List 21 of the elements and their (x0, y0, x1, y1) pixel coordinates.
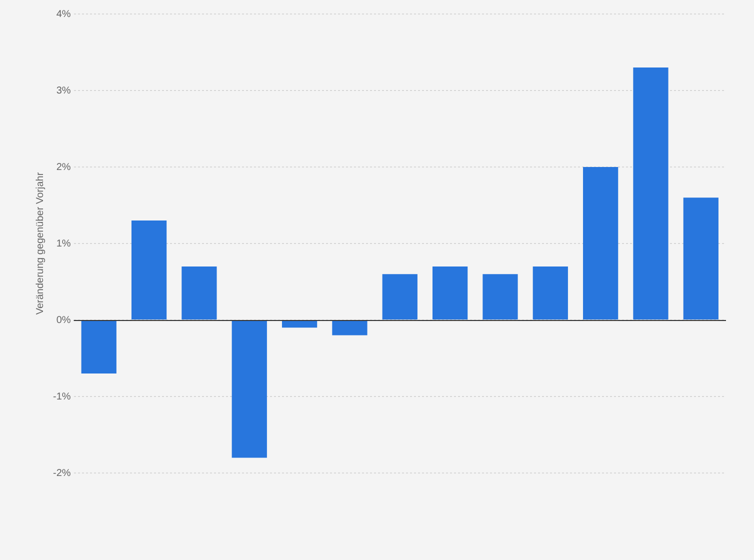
y-tick-label: 3% (56, 85, 71, 96)
bar (482, 274, 518, 320)
bar (182, 266, 217, 320)
y-tick-label: 4% (56, 8, 71, 20)
bar (232, 320, 267, 458)
y-axis-title: Veränderung gegenüber Vorjahr (34, 172, 46, 315)
bar (432, 266, 468, 320)
bar (532, 266, 568, 320)
bar (131, 220, 167, 320)
bar (81, 320, 116, 374)
y-tick-label: 0% (56, 314, 71, 326)
bar (382, 274, 418, 320)
bar (583, 167, 618, 320)
y-tick-label: -2% (52, 468, 71, 479)
bar (633, 68, 668, 320)
y-tick-label: 1% (56, 238, 71, 250)
y-tick-label: 2% (56, 162, 71, 173)
bar (282, 320, 318, 328)
bar (683, 198, 718, 320)
y-tick-label: -1% (52, 391, 71, 402)
bar (332, 320, 368, 336)
